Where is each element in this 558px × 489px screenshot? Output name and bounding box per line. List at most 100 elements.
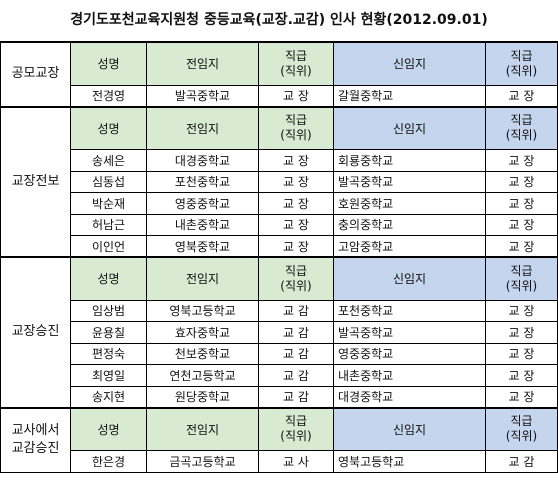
name-cell: 임상범 [70,299,147,322]
header-name: 성명 [70,105,147,150]
prev-school-cell: 발곡중학교 [146,84,259,107]
name-cell: 전경영 [70,84,147,107]
header-next-level: 직급 (직위) [485,256,558,301]
header-name: 성명 [70,41,147,86]
name-cell: 송지현 [70,385,147,408]
name-cell: 허남근 [70,213,147,236]
prev-level-cell: 교 감 [258,364,334,387]
prev-school-cell: 금곡고등학교 [146,450,259,473]
table-row: 임상범 영북고등학교 교 감 포천중학교 교 장 [1,299,558,322]
header-next-level: 직급 (직위) [485,105,558,150]
header-next: 신임지 [333,105,486,150]
header-next: 신임지 [333,406,486,451]
prev-school-cell: 천보중학교 [146,342,259,365]
table-row: 한은경 금곡고등학교 교 사 영북고등학교 교 감 [1,450,558,473]
table-row: 박순재 영중중학교 교 장 호원중학교 교 장 [1,192,558,215]
name-cell: 최영일 [70,364,147,387]
table-row: 윤용칠 효자중학교 교 감 발곡중학교 교 장 [1,321,558,344]
prev-level-cell: 교 감 [258,385,334,408]
prev-level-cell: 교 장 [258,149,334,172]
prev-level-cell: 교 감 [258,321,334,344]
prev-level-cell: 교 장 [258,213,334,236]
header-next: 신임지 [333,256,486,301]
header-next: 신임지 [333,41,486,86]
next-level-cell: 교 장 [485,299,558,322]
header-name: 성명 [70,406,147,451]
table-row: 심동섭 포천중학교 교 장 발곡중학교 교 장 [1,170,558,193]
next-school-cell: 발곡중학교 [333,321,486,344]
table-row: 허남근 내촌중학교 교 장 충의중학교 교 장 [1,213,558,236]
table-row: 이인언 영북중학교 교 장 고암중학교 교 장 [1,235,558,258]
prev-school-cell: 내촌중학교 [146,213,259,236]
header-prev: 전임지 [146,41,259,86]
next-school-cell: 영북고등학교 [333,450,486,473]
name-cell: 편정숙 [70,342,147,365]
next-school-cell: 대경중학교 [333,385,486,408]
prev-level-cell: 교 장 [258,235,334,258]
prev-school-cell: 대경중학교 [146,149,259,172]
prev-level-cell: 교 감 [258,299,334,322]
section-label: 교사에서 교감승진 [0,406,71,473]
next-level-cell: 교 장 [485,192,558,215]
header-prev-level: 직급 (직위) [258,406,334,451]
prev-school-cell: 연천고등학교 [146,364,259,387]
next-school-cell: 충의중학교 [333,213,486,236]
header-prev: 전임지 [146,256,259,301]
header-row: 교사에서 교감승진 성명 전임지 직급 (직위) 신임지 직급 (직위) [0,406,558,473]
section-label: 교장전보 [0,105,71,258]
next-school-cell: 호원중학교 [333,192,486,215]
name-cell: 한은경 [70,450,147,473]
next-level-cell: 교 장 [485,364,558,387]
next-school-cell: 고암중학교 [333,235,486,258]
prev-level-cell: 교 사 [258,450,334,473]
next-school-cell: 갈월중학교 [333,84,486,107]
next-level-cell: 교 장 [485,213,558,236]
next-level-cell: 교 감 [485,450,558,473]
header-row: 교장전보 성명 전임지 직급 (직위) 신임지 직급 (직위) [0,105,558,258]
header-row: 교장승진 성명 전임지 직급 (직위) 신임지 직급 (직위) [0,256,558,408]
page-title: 경기도포천교육지원청 중등교육(교장.교감) 인사 현황(2012.09.01) [70,12,488,28]
table-row: 편정숙 천보중학교 교 감 영중중학교 교 장 [1,342,558,365]
prev-level-cell: 교 감 [258,342,334,365]
name-cell: 심동섭 [70,170,147,193]
header-next-level: 직급 (직위) [485,406,558,451]
next-level-cell: 교 장 [485,84,558,107]
personnel-table: 공모교장 성명 전임지 직급 (직위) 신임지 직급 (직위) 전경영 발곡중학교 … [0,41,558,473]
prev-school-cell: 포천중학교 [146,170,259,193]
header-next-level: 직급 (직위) [485,41,558,86]
header-prev-level: 직급 (직위) [258,105,334,150]
name-cell: 박순재 [70,192,147,215]
next-level-cell: 교 장 [485,342,558,365]
table-row: 전경영 발곡중학교 교 장 갈월중학교 교 장 [1,84,558,107]
name-cell: 윤용칠 [70,321,147,344]
next-level-cell: 교 장 [485,235,558,258]
prev-school-cell: 영북중학교 [146,235,259,258]
prev-level-cell: 교 장 [258,84,334,107]
next-school-cell: 내촌중학교 [333,364,486,387]
prev-school-cell: 영중중학교 [146,192,259,215]
header-prev: 전임지 [146,105,259,150]
next-school-cell: 영중중학교 [333,342,486,365]
next-school-cell: 회룡중학교 [333,149,486,172]
next-school-cell: 포천중학교 [333,299,486,322]
header-row: 공모교장 성명 전임지 직급 (직위) 신임지 직급 (직위) [0,41,558,107]
header-prev-level: 직급 (직위) [258,41,334,86]
prev-school-cell: 영북고등학교 [146,299,259,322]
table-row: 송지현 원당중학교 교 감 대경중학교 교 장 [1,385,558,408]
next-level-cell: 교 장 [485,149,558,172]
header-name: 성명 [70,256,147,301]
section-label: 교장승진 [0,256,71,408]
name-cell: 이인언 [70,235,147,258]
prev-school-cell: 효자중학교 [146,321,259,344]
prev-level-cell: 교 장 [258,192,334,215]
header-prev-level: 직급 (직위) [258,256,334,301]
next-level-cell: 교 장 [485,321,558,344]
prev-level-cell: 교 장 [258,170,334,193]
table-row: 최영일 연천고등학교 교 감 내촌중학교 교 장 [1,364,558,387]
next-level-cell: 교 장 [485,385,558,408]
table-row: 송세은 대경중학교 교 장 회룡중학교 교 장 [1,149,558,172]
section-label: 공모교장 [0,41,71,107]
next-level-cell: 교 장 [485,170,558,193]
name-cell: 송세은 [70,149,147,172]
next-school-cell: 발곡중학교 [333,170,486,193]
